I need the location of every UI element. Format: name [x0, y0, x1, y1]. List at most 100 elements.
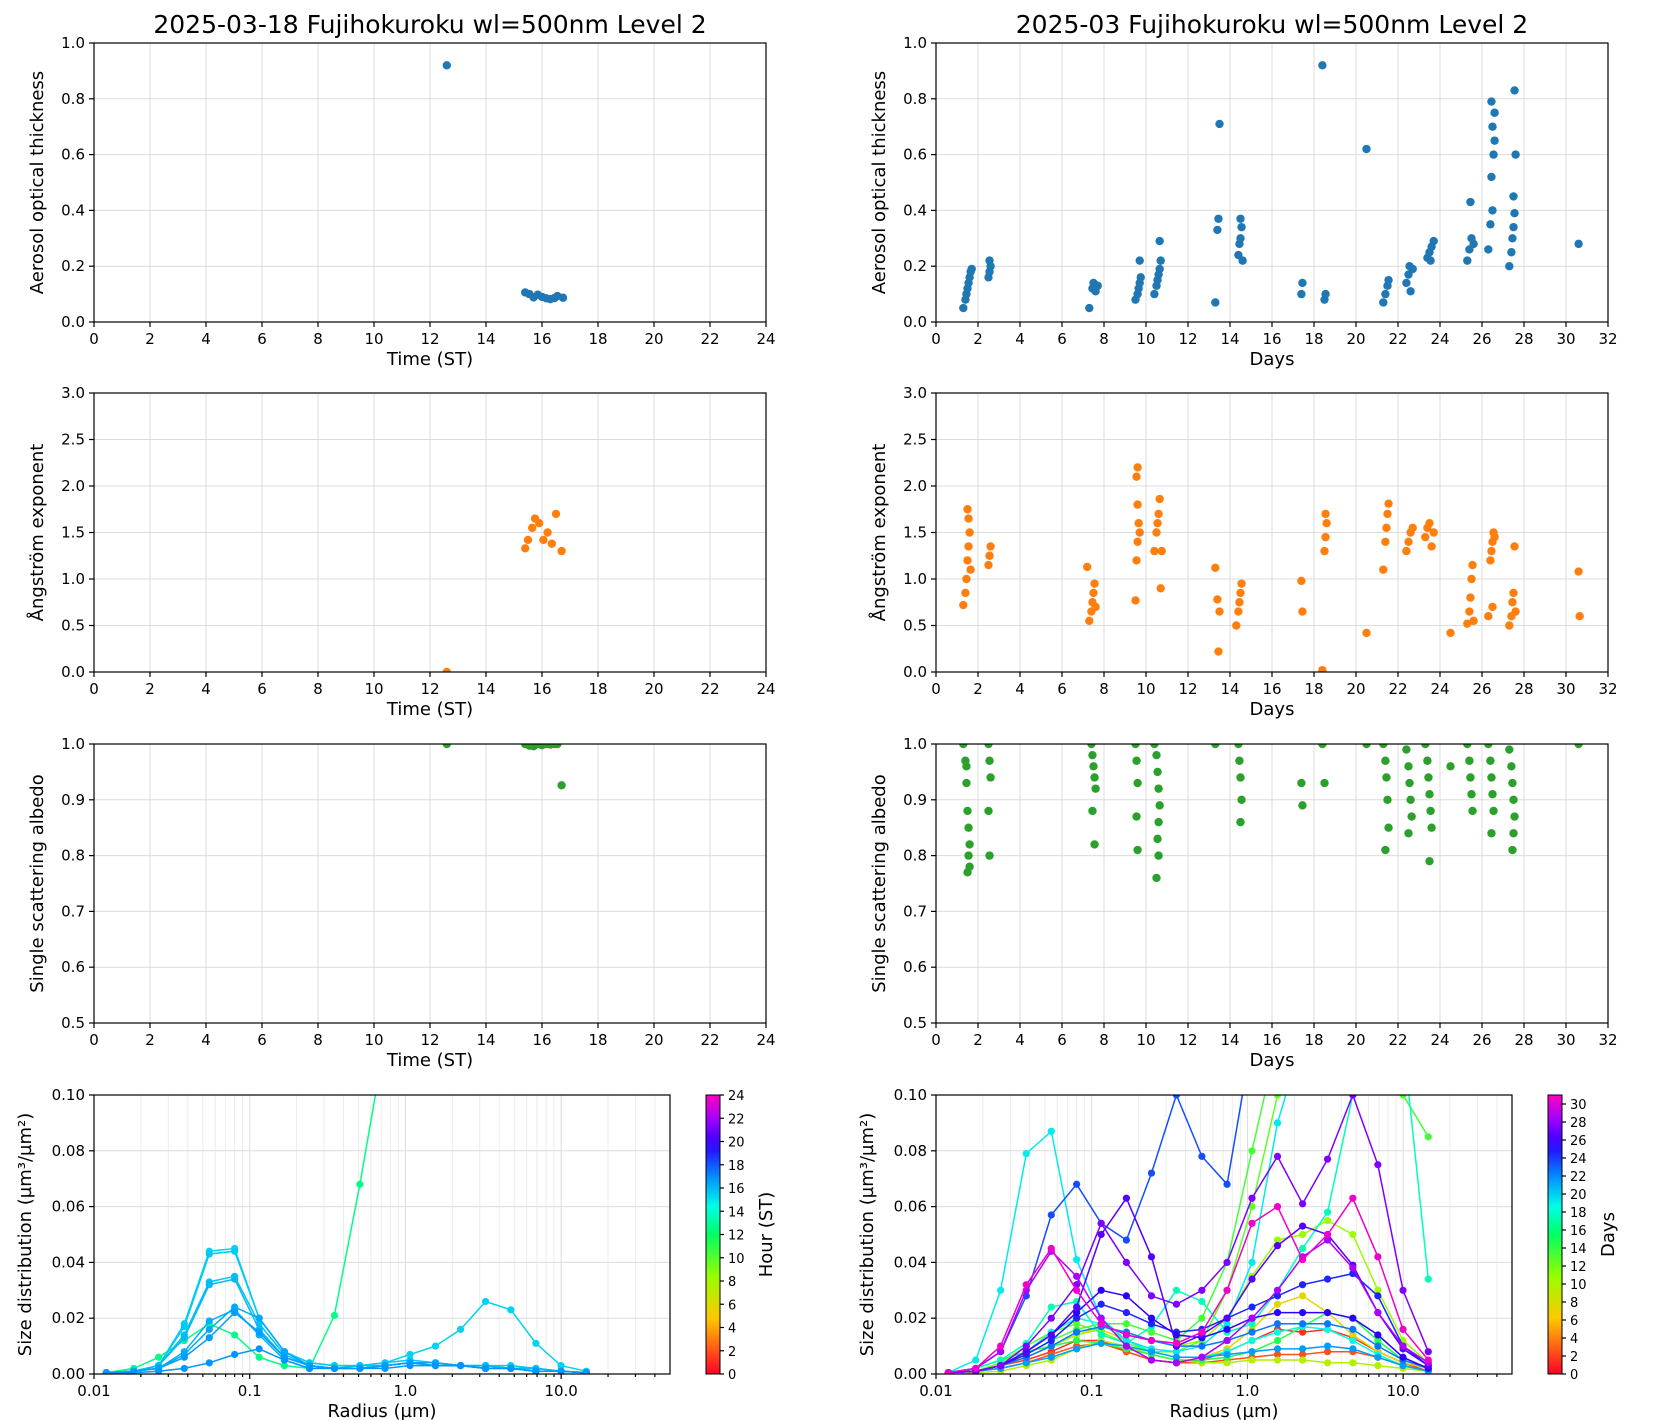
colorbar-tick-label: 4 [1570, 1332, 1578, 1347]
colorbar-tick-label: 12 [728, 1229, 745, 1244]
data-point [1421, 532, 1430, 542]
x-tick-label: 2 [973, 680, 983, 698]
series-point [231, 1350, 239, 1359]
series-point [1248, 1320, 1256, 1328]
x-tick-label: 20 [644, 1031, 663, 1049]
panel-size_day: 0.01 0.1 1.0 10.0 0.00 0.02 0.04 0.06 0.08 0.10 Ra… [15, 812, 777, 1420]
series-point [1073, 1336, 1081, 1345]
series-point [1273, 1345, 1282, 1353]
data-point [1214, 214, 1223, 223]
data-point [1489, 150, 1498, 159]
series-point [1323, 1309, 1332, 1317]
data-point [1215, 119, 1224, 129]
data-point [1508, 234, 1517, 243]
series-point [356, 1180, 364, 1188]
series-point [1424, 1133, 1432, 1141]
y-tick-label: 1.0 [61, 735, 85, 753]
y-tick-label: 1.5 [61, 524, 85, 542]
y-tick-label: 2.0 [61, 477, 85, 495]
colorbar-tick-label: 22 [728, 1112, 745, 1127]
data-point [1425, 856, 1434, 866]
series-point [557, 812, 564, 819]
panel-aot_month: 0 2 4 6 8 10 12 14 16 18 20 22 24 26 28 30 320.00.20.40.… [869, 10, 1618, 370]
series-point [1273, 1292, 1282, 1300]
series-point [1374, 1342, 1382, 1350]
series-point [1298, 1222, 1307, 1230]
y-tick-label: 0.0 [903, 663, 927, 681]
series-point [1349, 1230, 1357, 1239]
data-point [1384, 275, 1393, 285]
series-point [1097, 1331, 1105, 1339]
data-point [1091, 602, 1100, 612]
x-tick-label: 26 [1472, 680, 1491, 698]
series-point [532, 1339, 540, 1347]
data-point [1232, 621, 1241, 630]
colorbar-tick-label: 2 [728, 1345, 736, 1360]
data-point [1087, 744, 1096, 749]
data-point [1484, 744, 1493, 749]
series-point [1349, 1325, 1357, 1333]
data-point [1469, 239, 1478, 249]
series-point [280, 1348, 289, 1356]
series-point [1424, 1275, 1432, 1283]
series-point [1223, 1325, 1231, 1333]
data-point [964, 851, 973, 860]
x-tick-label: 18 [1304, 330, 1323, 348]
data-point [963, 505, 972, 514]
data-point [1384, 499, 1393, 508]
series-point [1122, 1342, 1131, 1350]
data-point [1509, 588, 1518, 598]
series-point [1298, 1244, 1307, 1253]
series-point [1022, 1348, 1030, 1356]
data-point [442, 667, 451, 672]
series-point [1147, 1314, 1156, 1322]
data-point [1510, 208, 1519, 218]
series-point [1248, 1356, 1256, 1364]
data-point [1132, 556, 1141, 565]
x-tick-label: 14 [476, 680, 495, 698]
data-point [1427, 542, 1436, 551]
series-point [1097, 1286, 1105, 1294]
series-line [948, 1196, 1429, 1374]
x-tick-label: 10 [1136, 1031, 1155, 1049]
series-point [1022, 1342, 1030, 1350]
data-point [442, 744, 451, 749]
series-point [1198, 1297, 1206, 1306]
y-tick-label: 1.0 [903, 570, 927, 588]
plot-area [944, 1095, 1432, 1374]
x-tick-label: 20 [644, 680, 663, 698]
data-point [1486, 220, 1495, 229]
data-point [1469, 616, 1478, 626]
data-point [985, 851, 994, 860]
data-point [1090, 840, 1099, 849]
data-point [1132, 812, 1141, 821]
series-point [1172, 1339, 1181, 1347]
x-tick-label: 6 [257, 1031, 267, 1049]
data-point [1155, 801, 1164, 810]
x-tick-label: 18 [588, 330, 607, 348]
x-tick-label: 32 [1598, 1031, 1617, 1049]
x-tick-label: 18 [1304, 1031, 1323, 1049]
colorbar-tick-label: 20 [1570, 1188, 1587, 1203]
series-point [1248, 1219, 1256, 1227]
data-point [1236, 817, 1245, 827]
plot-area [959, 463, 1584, 672]
data-point [962, 762, 971, 771]
data-point [1408, 523, 1417, 533]
gridlines [93, 392, 767, 673]
data-point [442, 61, 451, 70]
x-tick-label: 20 [644, 330, 663, 348]
x-tick-label: 0.01 [77, 1382, 110, 1400]
series-point [1122, 1292, 1131, 1300]
data-point [1211, 563, 1220, 573]
data-point [1510, 86, 1519, 95]
series-point [330, 1364, 339, 1373]
series-point [1097, 1320, 1105, 1328]
data-point [1155, 494, 1164, 504]
series-point [1122, 1194, 1131, 1202]
x-tick-label: 6 [1057, 680, 1067, 698]
x-tick-label: 14 [1220, 1031, 1239, 1049]
series-point [1223, 1180, 1231, 1188]
data-point [1085, 616, 1094, 626]
data-point [1463, 619, 1472, 628]
